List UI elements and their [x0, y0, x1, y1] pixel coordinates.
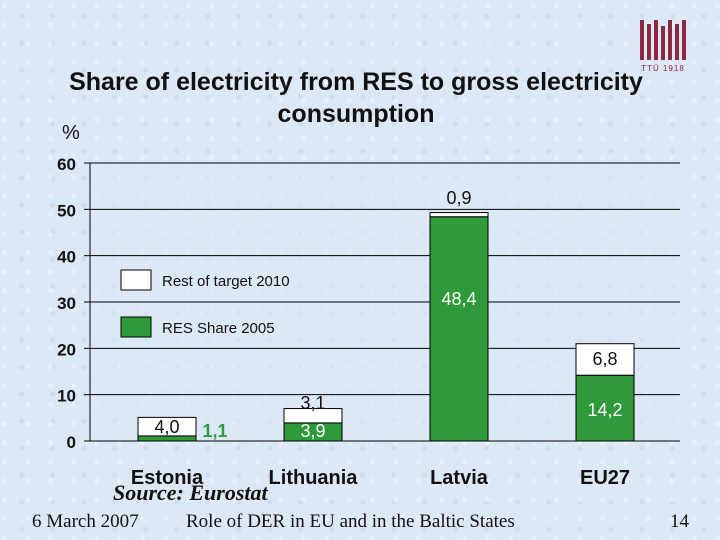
- legend-rest-of-target-swatch: [120, 269, 152, 291]
- data-label-res-share: 48,4: [441, 289, 476, 309]
- chart-title: Share of electricity from RES to gross e…: [69, 68, 643, 128]
- y-axis-unit: %: [62, 122, 80, 144]
- y-tick-label: 40: [57, 248, 76, 267]
- x-tick-label: Latvia: [430, 467, 489, 489]
- data-label-res-share: 14,2: [587, 400, 622, 420]
- bar-rest-of-target: [137, 416, 197, 437]
- legend-res-share-2005-swatch: [120, 316, 152, 338]
- data-label-rest-of-target: 4,0: [154, 417, 179, 437]
- footer-date: 6 March 2007: [32, 511, 139, 532]
- bar-rest-of-target: [429, 212, 489, 218]
- bar-res-share-2005: [575, 374, 635, 442]
- data-label-res-share: 3,9: [300, 421, 325, 441]
- x-tick-label: Lithuania: [269, 467, 359, 489]
- y-tick-label: 10: [57, 387, 76, 406]
- source-note: Source: Eurostat: [113, 480, 268, 505]
- data-label-rest-of-target: 0,9: [446, 188, 471, 208]
- logo-text: TTÜ 1918: [641, 64, 685, 73]
- page-number: 14: [670, 511, 689, 532]
- bar-res-share-2005: [429, 216, 489, 442]
- x-tick-label: EU27: [580, 467, 630, 489]
- legend-rest-of-target-label: Rest of target 2010: [162, 273, 290, 290]
- bar-rest-of-target: [575, 343, 635, 376]
- data-label-res-share: 1,1: [202, 421, 227, 441]
- data-label-rest-of-target: 6,8: [592, 349, 617, 369]
- y-tick-label: 30: [57, 294, 76, 313]
- university-logo-icon: [640, 20, 686, 60]
- x-tick-label: Estonia: [131, 467, 204, 489]
- y-tick-label: 60: [57, 155, 76, 174]
- y-tick-label: 0: [67, 433, 76, 452]
- y-tick-label: 20: [57, 340, 76, 359]
- bar-rest-of-target: [283, 408, 343, 424]
- y-tick-label: 50: [57, 201, 76, 220]
- data-label-rest-of-target: 3,1: [300, 393, 325, 413]
- legend-res-share-2005-label: RES Share 2005: [162, 320, 275, 337]
- footer-presentation-title: Role of DER in EU and in the Baltic Stat…: [186, 511, 515, 532]
